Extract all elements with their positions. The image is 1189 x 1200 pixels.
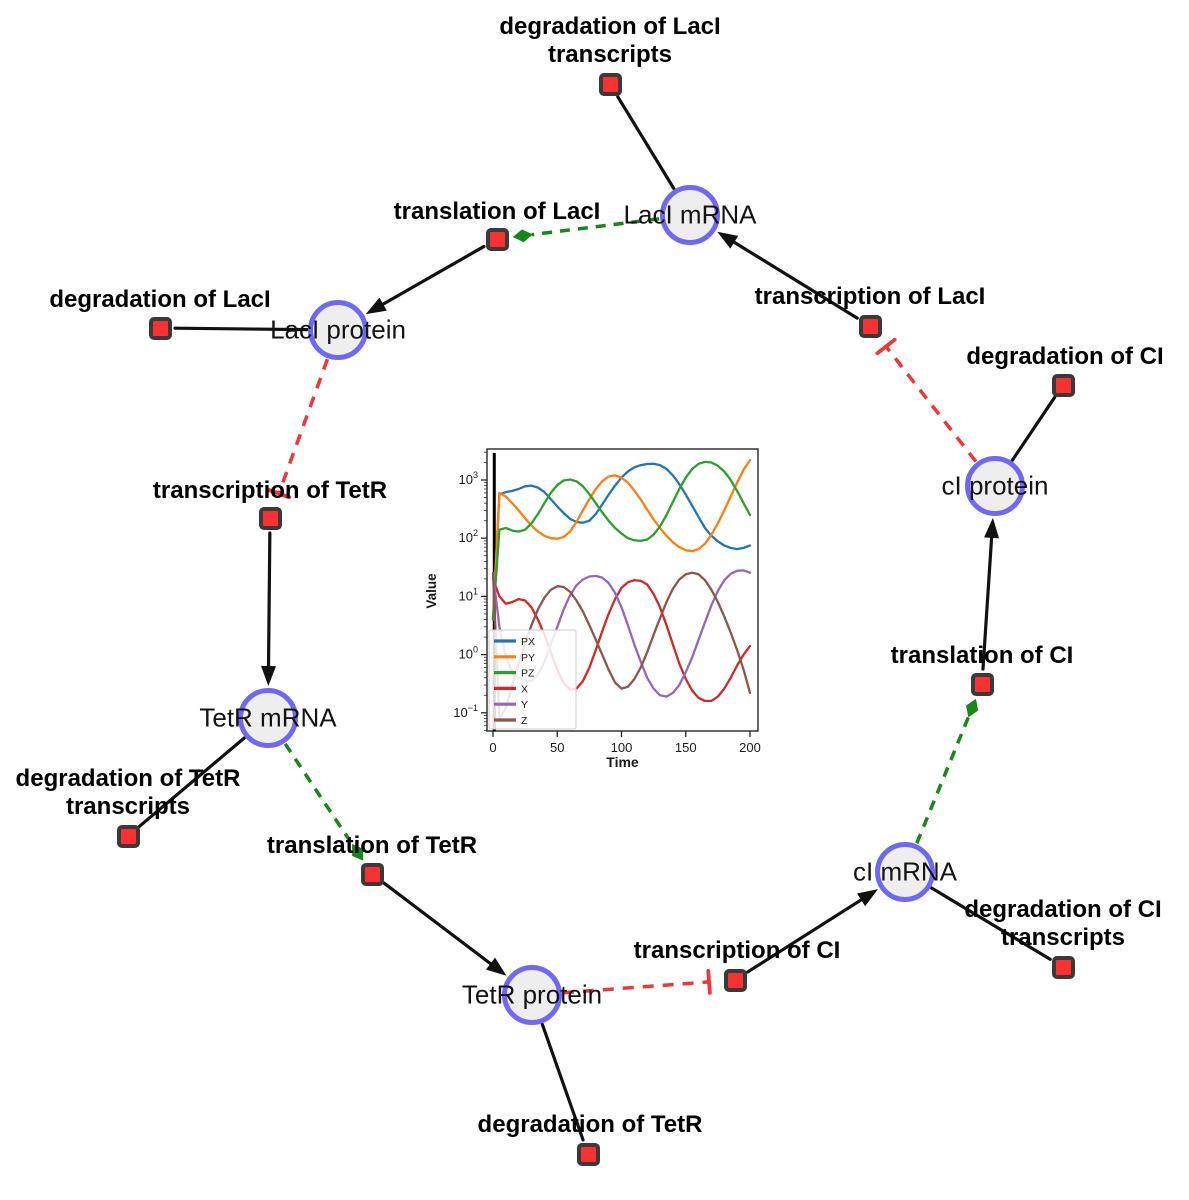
inset-chart-svg: 103 102 101 100 10−1 0 50 100 150 200 PX PY PZ XYZ Val…: [420, 441, 780, 773]
legend-label: PX: [521, 636, 535, 648]
edge-inhibition-laci-protein-txn-tetr: [266, 358, 330, 500]
y-tick-label: 102: [459, 528, 478, 545]
edge-production-txn-laci-laci-mrna: [717, 231, 859, 320]
edge-consumption-tetr-mrna-deg-tetr-tx: [137, 736, 246, 828]
legend-label: PY: [521, 652, 535, 664]
reaction-node-deg-laci-tx[interactable]: [598, 72, 622, 96]
reaction-node-deg-laci[interactable]: [148, 316, 172, 340]
reaction-node-txn-laci[interactable]: [858, 314, 882, 338]
edge-modifier-ci-mrna-transl-ci: [915, 698, 979, 844]
edge-consumption-ci-mrna-deg-ci-tx: [929, 886, 1052, 961]
reaction-node-deg-ci-tx[interactable]: [1051, 955, 1075, 979]
species-node-ci-mrna[interactable]: [875, 842, 935, 902]
x-tick-label: 200: [739, 740, 761, 755]
edge-consumption-ci-protein-deg-ci: [1010, 395, 1057, 462]
legend-label: Y: [521, 699, 528, 711]
x-axis-label: Time: [606, 754, 639, 770]
y-axis-label: Value: [424, 573, 439, 609]
y-tick-label: 103: [459, 470, 478, 487]
reaction-node-deg-tetr-tx[interactable]: [116, 824, 140, 848]
edge-consumption-laci-protein-deg-laci: [173, 326, 309, 332]
edge-production-transl-laci-laci-protein: [365, 244, 486, 315]
species-node-laci-mrna[interactable]: [660, 185, 720, 245]
species-node-tetr-protein[interactable]: [502, 965, 562, 1025]
y-tick-label: 10−1: [453, 703, 478, 720]
edge-inhibition-ci-protein-txn-laci: [875, 337, 978, 463]
legend-label: Z: [521, 715, 528, 727]
edge-production-transl-tetr-tetr-protein: [382, 881, 507, 976]
y-tick-label: 101: [459, 586, 478, 603]
y-tick-label: 100: [459, 645, 478, 662]
edge-modifier-laci-mrna-transl-laci: [512, 217, 660, 243]
legend-label: PZ: [521, 668, 535, 680]
reaction-node-transl-laci[interactable]: [485, 227, 509, 251]
edge-production-txn-tetr-tetr-mrna: [261, 531, 277, 687]
x-tick-label: 100: [611, 740, 633, 755]
reaction-node-transl-tetr[interactable]: [360, 862, 384, 886]
species-node-tetr-mrna[interactable]: [238, 688, 298, 748]
reaction-node-transl-ci[interactable]: [970, 672, 994, 696]
edge-consumption-tetr-protein-deg-tetr: [540, 1022, 585, 1142]
series-line-py: [491, 458, 752, 621]
reaction-node-deg-tetr[interactable]: [576, 1142, 600, 1166]
edge-modifier-tetr-mrna-transl-tetr: [283, 742, 364, 861]
edge-inhibition-tetr-protein-txn-ci: [562, 969, 712, 995]
reaction-node-deg-ci[interactable]: [1051, 373, 1075, 397]
reaction-node-txn-tetr[interactable]: [258, 506, 282, 530]
x-tick-label: 0: [489, 740, 496, 755]
edge-production-transl-ci-ci-protein: [981, 517, 1000, 671]
species-node-ci-protein[interactable]: [965, 456, 1025, 516]
x-tick-label: 50: [550, 740, 564, 755]
species-node-laci-protein[interactable]: [308, 300, 368, 360]
inset-chart: 103 102 101 100 10−1 0 50 100 150 200 PX PY PZ X Y Z Val…: [420, 441, 780, 773]
series-line-z: [491, 571, 752, 720]
edge-consumption-laci-mrna-deg-laci-tx: [616, 95, 676, 191]
legend-label: X: [521, 683, 528, 695]
series-line-pz: [491, 460, 752, 621]
x-tick-label: 150: [675, 740, 697, 755]
edge-production-txn-ci-ci-mrna: [746, 889, 878, 974]
reaction-node-txn-ci[interactable]: [723, 968, 747, 992]
